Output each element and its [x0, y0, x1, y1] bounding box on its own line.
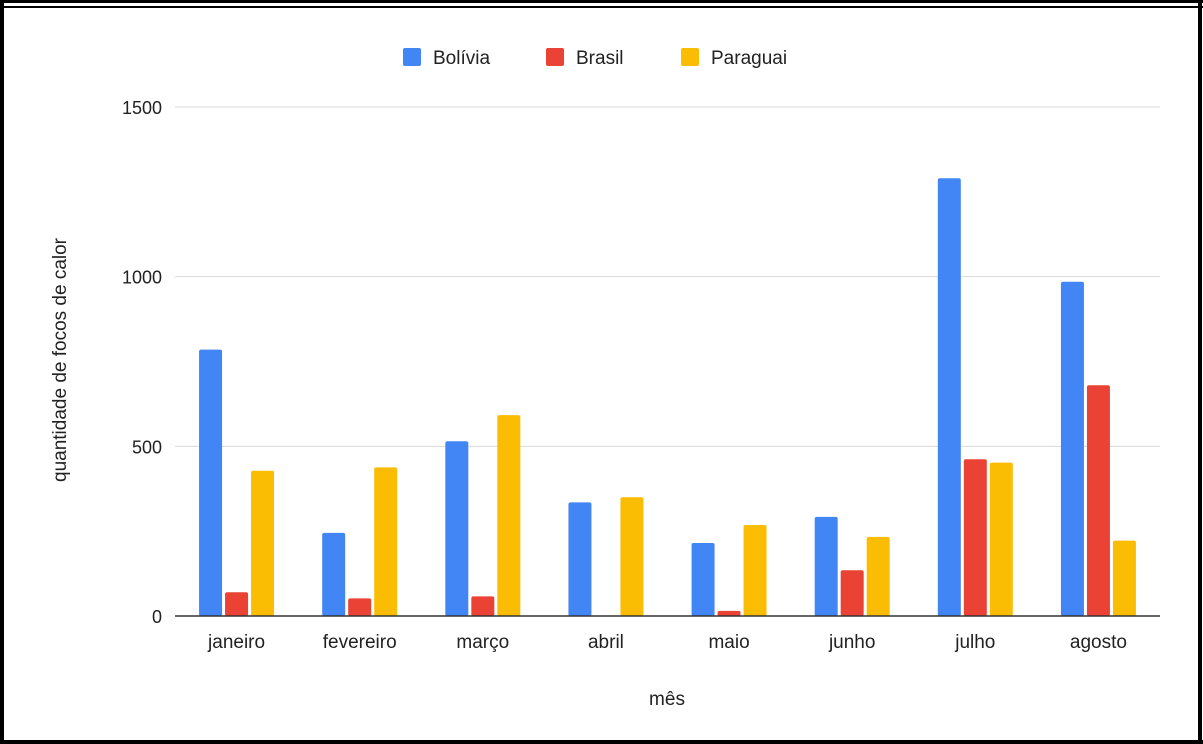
bar-bolívia-julho — [937, 178, 961, 616]
bar-bolívia-agosto — [1060, 281, 1084, 616]
bars — [199, 178, 1136, 616]
bar-paraguai-junho — [866, 536, 890, 616]
bar-paraguai-agosto — [1112, 540, 1136, 616]
legend-label: Brasil — [576, 48, 624, 69]
legend: Bolívia Brasil Paraguai — [403, 48, 787, 69]
y-tick-label: 500 — [132, 437, 162, 457]
frame-right-border — [1198, 0, 1202, 744]
frame-top-inner-border — [0, 6, 1203, 8]
gridlines — [175, 106, 1160, 447]
bar-paraguai-maio — [743, 525, 767, 616]
x-tick-label: abril — [588, 632, 624, 653]
frame-bottom-border — [0, 740, 1203, 744]
y-tick-label: 1500 — [122, 98, 162, 118]
x-axis-label: mês — [649, 689, 685, 710]
bar-paraguai-janeiro — [251, 470, 275, 616]
legend-label: Paraguai — [711, 48, 787, 69]
bar-bolívia-junho — [814, 516, 838, 616]
bar-brasil-agosto — [1086, 385, 1110, 616]
bar-paraguai-julho — [989, 462, 1013, 616]
y-tick-label: 1000 — [122, 268, 162, 288]
bar-bolívia-maio — [691, 543, 715, 616]
bar-brasil-maio — [717, 610, 741, 616]
bar-brasil-março — [471, 596, 495, 616]
bar-brasil-janeiro — [225, 592, 249, 616]
y-axis-ticks: 0 500 1000 1500 — [122, 98, 162, 627]
y-tick-label: 0 — [152, 607, 162, 627]
bar-brasil-junho — [840, 570, 864, 616]
bar-bolívia-março — [445, 441, 469, 616]
bar-paraguai-fevereiro — [374, 467, 398, 616]
x-tick-label: fevereiro — [323, 632, 397, 653]
bar-bolívia-janeiro — [199, 349, 223, 616]
x-axis-ticks: janeiro fevereiro março abril maio junho julho… — [207, 632, 1127, 653]
bar-bolívia-fevereiro — [322, 532, 346, 616]
y-axis-label: quantidade de focos de calor — [50, 237, 71, 482]
bar-paraguai-abril — [620, 497, 644, 616]
frame-top-border — [0, 0, 1203, 3]
frame-left-border — [0, 0, 4, 744]
bar-brasil-fevereiro — [348, 598, 372, 616]
x-tick-label: junho — [828, 632, 876, 653]
bar-paraguai-março — [497, 415, 521, 616]
x-tick-label: agosto — [1070, 632, 1127, 653]
x-tick-label: maio — [708, 632, 749, 653]
x-tick-label: julho — [954, 632, 995, 653]
x-tick-label: março — [456, 632, 509, 653]
bar-brasil-julho — [963, 459, 987, 616]
legend-swatch-paraguai — [681, 48, 699, 66]
legend-swatch-brasil — [546, 48, 564, 66]
legend-label: Bolívia — [433, 48, 490, 69]
bar-bolívia-abril — [568, 502, 592, 616]
legend-swatch-bolívia — [403, 48, 421, 66]
x-tick-label: janeiro — [207, 632, 265, 653]
